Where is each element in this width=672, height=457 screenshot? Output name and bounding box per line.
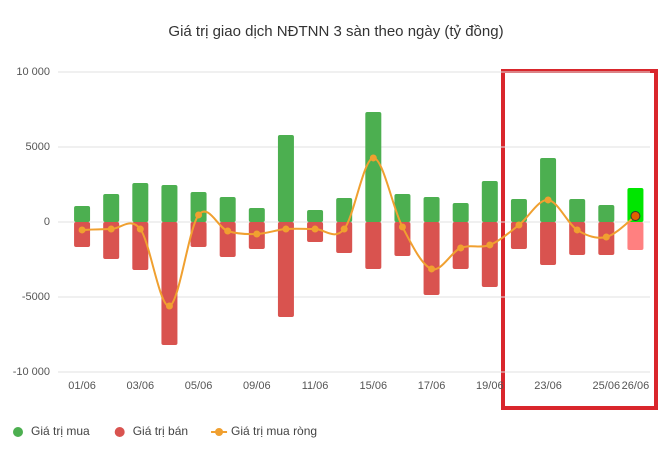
net-point bbox=[630, 211, 641, 221]
net-point bbox=[457, 244, 465, 252]
x-tick-label: 11/06 bbox=[302, 380, 329, 392]
net-point bbox=[369, 154, 377, 162]
net-point bbox=[253, 230, 261, 238]
bar bbox=[161, 184, 178, 222]
net-point bbox=[544, 196, 552, 204]
x-tick-label: 19/06 bbox=[476, 380, 504, 392]
bar bbox=[394, 193, 411, 222]
chart-title: Giá trị giao dịch NĐTNN 3 sàn theo ngày … bbox=[168, 23, 503, 40]
y-tick-label: 10 000 bbox=[16, 66, 50, 78]
net-point bbox=[107, 225, 115, 233]
y-tick-label: 5000 bbox=[26, 141, 50, 153]
x-tick-label: 26/06 bbox=[622, 380, 650, 392]
bar bbox=[598, 205, 615, 222]
x-tick-label: 01/06 bbox=[68, 380, 96, 392]
x-tick-label: 17/06 bbox=[418, 380, 446, 392]
x-tick-label: 03/06 bbox=[127, 380, 155, 392]
net-point bbox=[486, 241, 494, 249]
bar bbox=[365, 112, 382, 222]
bar bbox=[394, 222, 411, 257]
bar bbox=[277, 135, 294, 222]
bar bbox=[190, 222, 207, 248]
x-tick-label: 09/06 bbox=[243, 380, 271, 392]
x-tick-label: 15/06 bbox=[360, 380, 388, 392]
net-point bbox=[340, 225, 348, 233]
net-point bbox=[136, 225, 144, 233]
bar bbox=[103, 222, 120, 260]
net-point bbox=[165, 302, 173, 310]
bar bbox=[540, 157, 557, 222]
net-point bbox=[224, 227, 232, 235]
y-tick-label: -10 000 bbox=[13, 366, 50, 378]
bar bbox=[510, 199, 527, 222]
net-point bbox=[428, 265, 436, 273]
bar bbox=[569, 222, 586, 255]
legend-label: Giá trị bán bbox=[133, 424, 188, 438]
bar bbox=[132, 222, 149, 270]
legend-swatch bbox=[215, 428, 224, 436]
net-point bbox=[282, 225, 290, 233]
y-tick-label: -5000 bbox=[22, 291, 50, 303]
bar bbox=[627, 222, 644, 251]
legend-swatch bbox=[13, 427, 23, 437]
bar bbox=[307, 210, 324, 222]
highlight-box bbox=[501, 69, 658, 410]
bar bbox=[248, 208, 265, 222]
x-tick-label: 23/06 bbox=[534, 380, 562, 392]
net-point bbox=[398, 223, 406, 231]
bar bbox=[481, 222, 498, 287]
net-point bbox=[78, 226, 86, 234]
net-point bbox=[195, 211, 203, 219]
bar bbox=[277, 222, 294, 317]
bar bbox=[74, 222, 91, 248]
net-point bbox=[573, 226, 581, 234]
bar bbox=[74, 205, 91, 222]
x-tick-label: 05/06 bbox=[185, 380, 213, 392]
y-tick-label: 0 bbox=[44, 216, 50, 228]
legend-label: Giá trị mua bbox=[31, 424, 90, 438]
bar bbox=[161, 222, 178, 345]
bar bbox=[219, 222, 236, 257]
bar bbox=[132, 183, 149, 222]
bar bbox=[540, 222, 557, 266]
bar bbox=[569, 199, 586, 222]
bar bbox=[219, 196, 236, 222]
bar bbox=[336, 222, 353, 254]
bar bbox=[190, 192, 207, 222]
legend-swatch bbox=[114, 427, 125, 437]
net-point bbox=[515, 221, 523, 229]
x-tick-label: 25/06 bbox=[593, 380, 621, 392]
bar bbox=[365, 222, 382, 269]
bar bbox=[423, 196, 440, 222]
net-point bbox=[311, 225, 319, 233]
bar bbox=[423, 222, 440, 296]
bar bbox=[452, 202, 469, 222]
bar bbox=[103, 193, 120, 222]
bar bbox=[481, 181, 498, 222]
bar bbox=[336, 198, 353, 222]
net-point bbox=[602, 233, 610, 241]
legend-label: Giá trị mua ròng bbox=[231, 424, 317, 438]
